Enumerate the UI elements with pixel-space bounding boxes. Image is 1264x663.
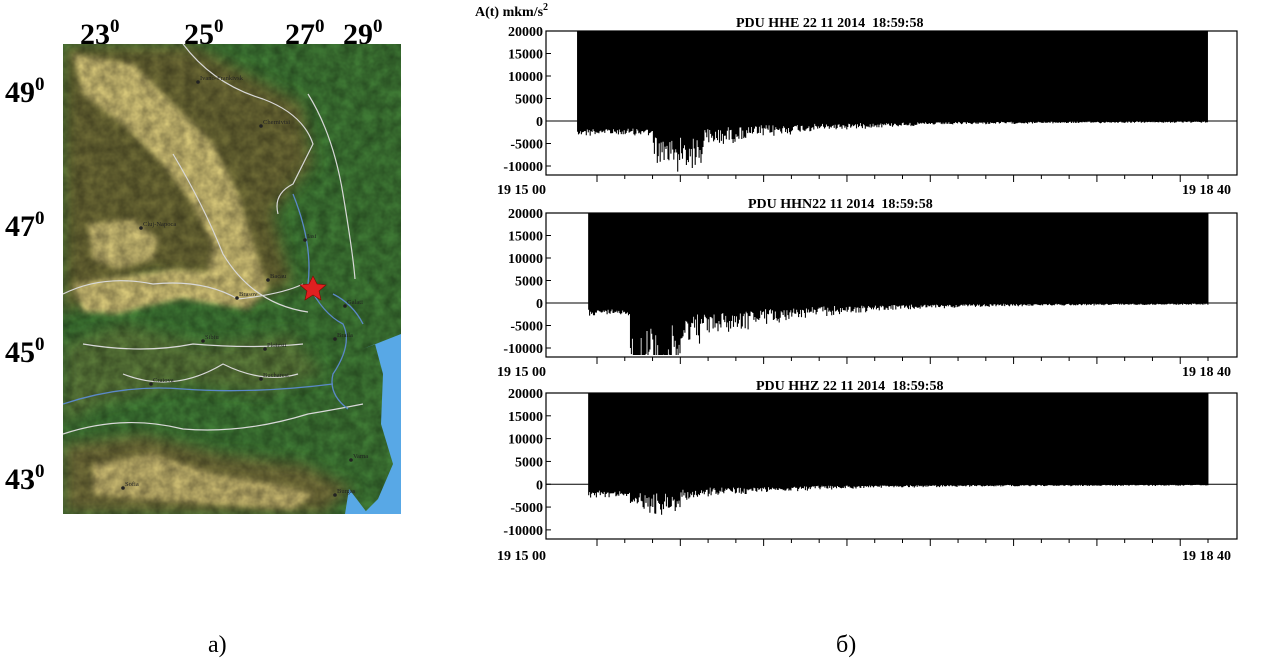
- sea: [363, 334, 401, 514]
- x-tick-label-start-2: 19 15 00: [497, 549, 546, 564]
- place-ivano-frankivsk: Ivano-Frankivsk: [200, 75, 244, 82]
- x-tick-label-start-1: 19 15 00: [497, 365, 546, 380]
- y-tick-label-2-2: 10000: [508, 433, 543, 448]
- sea-bay: [345, 489, 368, 514]
- place-sibiu: Sibiu: [205, 334, 219, 341]
- y-tick-label-0-2: 10000: [508, 70, 543, 85]
- place-ploiesti: Ploiesti: [267, 342, 287, 349]
- y-tick-label-0-1: 15000: [508, 48, 543, 63]
- lat-label-47: 470: [5, 208, 45, 243]
- caption-b: б): [836, 632, 857, 658]
- place-markers: [121, 80, 353, 497]
- place-iasi: Iasi: [307, 233, 317, 240]
- y-tick-label-2-4: 0: [536, 478, 543, 493]
- borders: [63, 44, 364, 435]
- y-tick-label-1-0: 20000: [508, 207, 543, 222]
- y-tick-label-1-4: 0: [536, 297, 543, 312]
- epicenter-star-icon: [299, 275, 327, 301]
- x-tick-label-end-0: 19 18 40: [1182, 183, 1231, 198]
- place-chernivtsi: Chernivtsi: [263, 119, 290, 126]
- place-braila: Braila: [337, 332, 353, 339]
- y-axis-unit: A(t) mkm/s2: [475, 2, 549, 20]
- y-tick-label-2-6: -10000: [503, 524, 543, 539]
- y-tick-label-1-3: 5000: [515, 275, 543, 290]
- caption-a: а): [208, 632, 227, 658]
- trace-title-hhe: PDU HHE 22 11 2014 18:59:58: [736, 16, 924, 31]
- waveform-0: [577, 31, 1208, 172]
- place-bacau: Bacau: [270, 273, 287, 280]
- y-tick-label-0-3: 5000: [515, 93, 543, 108]
- y-tick-label-2-0: 20000: [508, 387, 543, 402]
- lat-label-45: 450: [5, 334, 45, 369]
- y-tick-label-1-5: -5000: [510, 320, 543, 335]
- waveform-2: [588, 393, 1209, 515]
- y-tick-label-0-5: -5000: [510, 138, 543, 153]
- place-brasov: Brasov: [239, 291, 258, 298]
- relief-map-graphic: Ivano-Frankivsk Chernivtsi Iasi Cluj-Nap…: [63, 44, 401, 514]
- x-tick-label-start-0: 19 15 00: [497, 183, 546, 198]
- x-tick-label-end-1: 19 18 40: [1182, 365, 1231, 380]
- rivers: [63, 193, 364, 410]
- y-tick-label-2-5: -5000: [510, 501, 543, 516]
- y-tick-label-0-4: 0: [536, 115, 543, 130]
- place-burgas: Burgas: [337, 488, 356, 495]
- place-galati: Galati: [347, 299, 363, 306]
- place-bucharest: Bucharest: [263, 372, 289, 379]
- x-tick-label-end-2: 19 18 40: [1182, 549, 1231, 564]
- y-tick-label-0-6: -10000: [503, 160, 543, 175]
- place-sofia: Sofia: [125, 481, 139, 488]
- place-cluj-napoca: Cluj-Napoca: [143, 221, 176, 228]
- y-tick-label-2-1: 15000: [508, 410, 543, 425]
- relief-map: Ivano-Frankivsk Chernivtsi Iasi Cluj-Nap…: [63, 44, 401, 514]
- y-tick-label-1-2: 10000: [508, 252, 543, 267]
- y-tick-label-1-1: 15000: [508, 230, 543, 245]
- y-tick-label-1-6: -10000: [503, 342, 543, 357]
- place-varna: Varna: [353, 453, 368, 460]
- lat-label-43: 430: [5, 461, 45, 496]
- lat-label-49: 490: [5, 74, 45, 109]
- waveform-1: [588, 213, 1209, 355]
- place-craiova: Craiova: [153, 377, 174, 384]
- y-tick-label-0-0: 20000: [508, 25, 543, 40]
- trace-title-hhn: PDU HHN22 11 2014 18:59:58: [748, 197, 933, 212]
- y-tick-label-2-3: 5000: [515, 455, 543, 470]
- trace-title-hhz: PDU HHZ 22 11 2014 18:59:58: [756, 379, 944, 394]
